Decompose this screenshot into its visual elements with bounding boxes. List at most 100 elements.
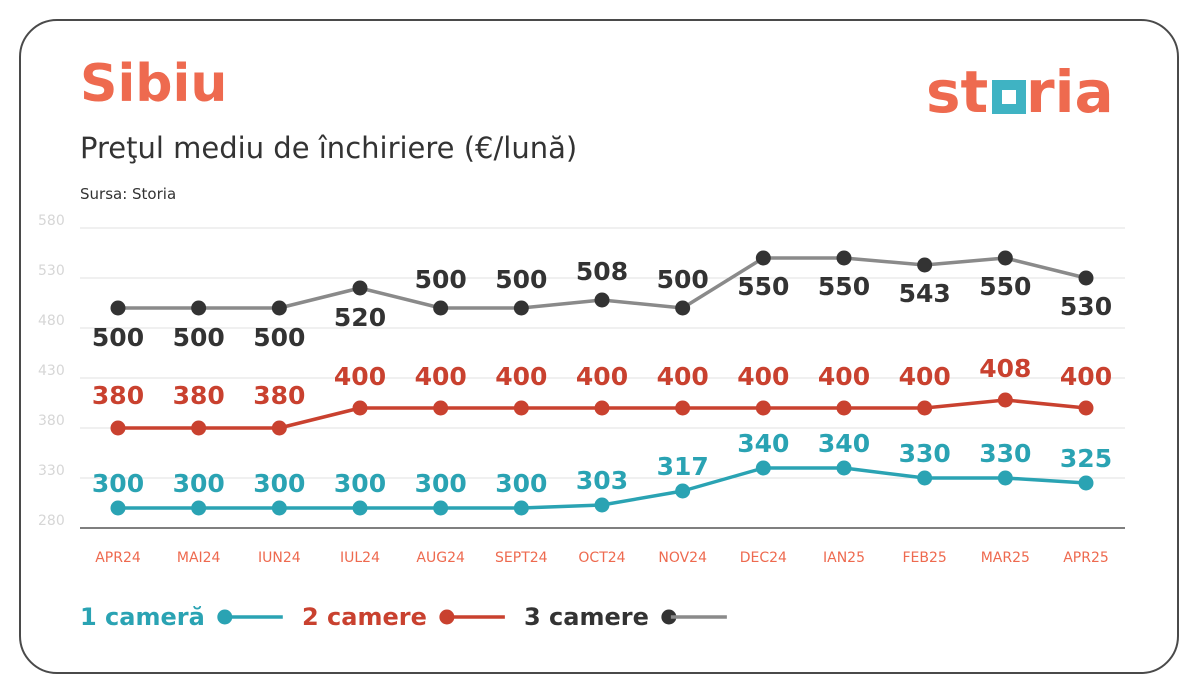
x-tick-label: APR24 xyxy=(95,550,141,566)
data-point-two-rooms xyxy=(675,400,691,416)
data-label-one-room: 340 xyxy=(737,429,789,458)
data-label-three-rooms: 550 xyxy=(737,272,789,301)
data-label-two-rooms: 400 xyxy=(818,362,870,391)
y-tick-label: 330 xyxy=(38,463,65,479)
data-point-three-rooms xyxy=(997,250,1013,266)
data-point-one-room xyxy=(271,500,287,516)
chart-city-title: Sibiu xyxy=(80,54,228,114)
data-label-one-room: 300 xyxy=(253,469,305,498)
data-point-three-rooms xyxy=(433,300,449,316)
legend-label-three-rooms: 3 camere xyxy=(524,603,649,631)
legend-label-two-rooms: 2 camere xyxy=(302,603,427,631)
data-label-three-rooms: 508 xyxy=(576,257,628,286)
chart-card xyxy=(19,19,1179,674)
data-point-one-room xyxy=(191,500,207,516)
data-label-two-rooms: 400 xyxy=(415,362,467,391)
data-point-three-rooms xyxy=(1078,270,1094,286)
legend-marker-two-rooms xyxy=(439,609,455,625)
legend-label-one-room: 1 cameră xyxy=(80,603,205,631)
data-label-two-rooms: 408 xyxy=(979,354,1031,383)
data-label-two-rooms: 380 xyxy=(92,381,144,410)
y-tick-label: 580 xyxy=(38,213,65,229)
data-point-two-rooms xyxy=(836,400,852,416)
x-tick-label: MAI24 xyxy=(177,550,221,566)
data-label-one-room: 303 xyxy=(576,466,628,495)
data-label-three-rooms: 550 xyxy=(979,272,1031,301)
data-point-one-room xyxy=(110,500,126,516)
data-label-two-rooms: 400 xyxy=(495,362,547,391)
data-point-three-rooms xyxy=(352,280,368,296)
data-point-three-rooms xyxy=(755,250,771,266)
data-point-three-rooms xyxy=(271,300,287,316)
x-tick-label: MAR25 xyxy=(981,550,1030,566)
data-label-one-room: 300 xyxy=(334,469,386,498)
data-label-two-rooms: 400 xyxy=(737,362,789,391)
data-label-two-rooms: 380 xyxy=(253,381,305,410)
data-point-one-room xyxy=(352,500,368,516)
y-tick-label: 430 xyxy=(38,363,65,379)
data-label-one-room: 300 xyxy=(173,469,225,498)
data-point-two-rooms xyxy=(110,420,126,436)
data-label-three-rooms: 500 xyxy=(415,265,467,294)
data-point-three-rooms xyxy=(110,300,126,316)
x-tick-label: FEB25 xyxy=(903,550,947,566)
legend-marker-three-rooms xyxy=(661,609,677,625)
data-point-two-rooms xyxy=(594,400,610,416)
data-label-three-rooms: 500 xyxy=(657,265,709,294)
legend-marker-one-room xyxy=(217,609,233,625)
data-point-two-rooms xyxy=(997,392,1013,408)
data-point-two-rooms xyxy=(352,400,368,416)
data-label-one-room: 300 xyxy=(495,469,547,498)
data-point-two-rooms xyxy=(755,400,771,416)
x-tick-label: APR25 xyxy=(1063,550,1109,566)
data-label-two-rooms: 400 xyxy=(899,362,951,391)
y-tick-label: 480 xyxy=(38,313,65,329)
x-tick-label: OCT24 xyxy=(578,550,625,566)
data-point-three-rooms xyxy=(675,300,691,316)
x-tick-label: SEPT24 xyxy=(495,550,548,566)
data-label-one-room: 325 xyxy=(1060,444,1112,473)
data-point-three-rooms xyxy=(594,292,610,308)
y-tick-label: 380 xyxy=(38,413,65,429)
data-point-two-rooms xyxy=(917,400,933,416)
data-label-one-room: 300 xyxy=(415,469,467,498)
data-point-one-room xyxy=(755,460,771,476)
data-point-one-room xyxy=(1078,475,1094,491)
data-point-one-room xyxy=(917,470,933,486)
data-point-one-room xyxy=(433,500,449,516)
data-point-two-rooms xyxy=(1078,400,1094,416)
data-point-one-room xyxy=(594,497,610,513)
data-label-one-room: 300 xyxy=(92,469,144,498)
data-label-one-room: 330 xyxy=(979,439,1031,468)
data-point-two-rooms xyxy=(433,400,449,416)
data-label-one-room: 330 xyxy=(899,439,951,468)
x-tick-label: DEC24 xyxy=(740,550,787,566)
svg-text:st: st xyxy=(926,60,988,120)
data-label-three-rooms: 500 xyxy=(253,323,305,352)
x-tick-label: IUN24 xyxy=(258,550,301,566)
data-point-one-room xyxy=(513,500,529,516)
data-label-three-rooms: 500 xyxy=(495,265,547,294)
storia-logo: st ria xyxy=(926,60,1114,120)
data-point-one-room xyxy=(675,483,691,499)
data-point-three-rooms xyxy=(836,250,852,266)
data-label-two-rooms: 400 xyxy=(576,362,628,391)
data-point-one-room xyxy=(836,460,852,476)
data-label-three-rooms: 543 xyxy=(899,279,951,308)
y-tick-label: 530 xyxy=(38,263,65,279)
data-point-two-rooms xyxy=(513,400,529,416)
data-label-two-rooms: 380 xyxy=(173,381,225,410)
data-point-two-rooms xyxy=(271,420,287,436)
data-label-three-rooms: 500 xyxy=(173,323,225,352)
data-label-three-rooms: 520 xyxy=(334,303,386,332)
data-label-three-rooms: 530 xyxy=(1060,292,1112,321)
y-tick-label: 280 xyxy=(38,513,65,529)
x-tick-label: IAN25 xyxy=(823,550,865,566)
chart-subtitle: Preţul mediu de închiriere (€/lună) xyxy=(80,131,578,165)
data-label-one-room: 317 xyxy=(657,452,709,481)
svg-text:ria: ria xyxy=(1026,60,1114,120)
data-label-one-room: 340 xyxy=(818,429,870,458)
data-point-two-rooms xyxy=(191,420,207,436)
data-point-one-room xyxy=(997,470,1013,486)
